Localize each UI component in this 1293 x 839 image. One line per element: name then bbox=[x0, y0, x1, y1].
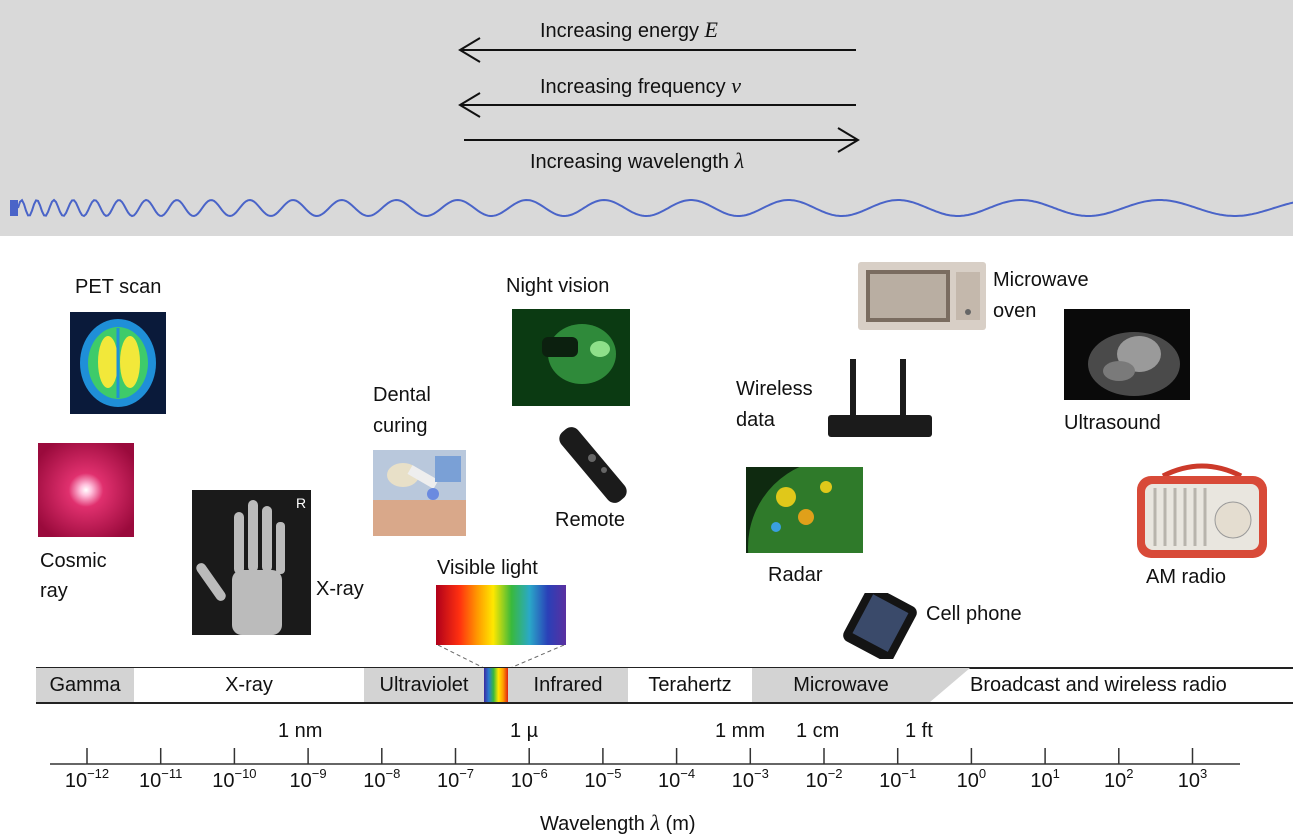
dental-curing-image bbox=[373, 450, 466, 536]
cosmic-ray-label-line2: ray bbox=[40, 580, 68, 602]
band-radio: Broadcast and wireless radio bbox=[970, 674, 1227, 696]
am-radio-label: AM radio bbox=[1146, 566, 1227, 588]
xray-hand-image: R bbox=[192, 490, 311, 635]
trend-arrows bbox=[10, 37, 1293, 218]
wavelength-label: Increasing wavelength λ bbox=[530, 148, 745, 173]
microwave-oven-label-line2: oven bbox=[993, 300, 1037, 322]
radar-label: Radar bbox=[768, 564, 823, 586]
ultrasound-image bbox=[1064, 309, 1190, 400]
remote-label: Remote bbox=[555, 509, 626, 531]
ultrasound-label: Ultrasound bbox=[1064, 412, 1161, 434]
xray-label: X-ray bbox=[316, 578, 364, 600]
axis-tick-label: 10−4 bbox=[658, 766, 696, 792]
axis-tick-label: 10−2 bbox=[805, 766, 843, 792]
cell-phone-image bbox=[843, 593, 917, 659]
unit-cm: 1 cm bbox=[796, 720, 840, 742]
wavelength-axis bbox=[50, 748, 1240, 765]
band-microwave-radio-transition bbox=[930, 668, 970, 702]
axis-tick-label: 103 bbox=[1177, 766, 1208, 792]
band-microwave: Microwave bbox=[752, 668, 930, 702]
wireless-router-image bbox=[828, 359, 932, 437]
axis-tick-label: 10−7 bbox=[436, 766, 475, 792]
axis-tick-label: 10−8 bbox=[363, 766, 401, 792]
cosmic-ray-image bbox=[38, 443, 134, 537]
axis-tick-label: 102 bbox=[1104, 766, 1134, 792]
microwave-oven-label-line1: Microwave bbox=[993, 269, 1089, 291]
night-vision-image bbox=[512, 309, 630, 406]
wireless-data-label-line2: data bbox=[736, 409, 775, 431]
pet-scan-image bbox=[70, 312, 166, 414]
visible-spectrum-image bbox=[436, 585, 566, 645]
radar-image bbox=[746, 467, 863, 553]
remote-control-image bbox=[559, 427, 627, 503]
am-radio-image bbox=[1137, 463, 1267, 558]
axis-tick-label: 10−9 bbox=[289, 766, 327, 792]
band-terahertz: Terahertz bbox=[628, 668, 752, 702]
energy-label: Increasing energy E bbox=[540, 17, 718, 42]
axis-tick-label: 10−6 bbox=[510, 766, 548, 792]
band-xray: X-ray bbox=[134, 668, 364, 702]
dental-curing-label-line2: curing bbox=[373, 415, 428, 437]
cell-phone-label: Cell phone bbox=[926, 603, 1022, 625]
axis-tick-label: 10−5 bbox=[584, 766, 622, 792]
axis-tick-label: 10−11 bbox=[139, 766, 183, 792]
em-wave bbox=[17, 198, 1293, 218]
band-infrared: Infrared bbox=[508, 668, 628, 702]
dental-curing-label-line1: Dental bbox=[373, 384, 431, 406]
band-bar-bottom-border bbox=[36, 702, 1293, 704]
pet-scan-label: PET scan bbox=[75, 276, 162, 298]
svg-text:R: R bbox=[296, 495, 306, 511]
visible-zoom-lines bbox=[437, 645, 565, 670]
axis-tick-label: 101 bbox=[1030, 766, 1060, 792]
band-gamma: Gamma bbox=[36, 668, 134, 702]
axis-tick-label: 10−1 bbox=[879, 766, 917, 792]
microwave-oven-image bbox=[858, 262, 986, 330]
visible-light-label: Visible light bbox=[437, 557, 538, 579]
axis-title: Wavelength λ (m) bbox=[540, 810, 696, 835]
unit-nm: 1 nm bbox=[278, 720, 323, 742]
spectrum-trend-panel bbox=[0, 0, 1293, 236]
axis-tick-label: 10−12 bbox=[64, 766, 110, 792]
unit-micro: 1 µ bbox=[510, 720, 539, 742]
cosmic-ray-label-line1: Cosmic bbox=[40, 550, 107, 572]
band-visible-strip bbox=[484, 668, 508, 702]
wireless-data-label-line1: Wireless bbox=[736, 378, 813, 400]
unit-ft: 1 ft bbox=[905, 720, 933, 742]
wave-start-block bbox=[10, 200, 18, 216]
axis-tick-label: 10−10 bbox=[212, 766, 257, 792]
axis-tick-label: 100 bbox=[956, 766, 987, 792]
band-ultraviolet: Ultraviolet bbox=[364, 668, 484, 702]
night-vision-label: Night vision bbox=[506, 275, 610, 297]
frequency-label: Increasing frequency ν bbox=[540, 73, 741, 98]
axis-tick-label: 10−3 bbox=[731, 766, 769, 792]
unit-mm: 1 mm bbox=[715, 720, 765, 742]
